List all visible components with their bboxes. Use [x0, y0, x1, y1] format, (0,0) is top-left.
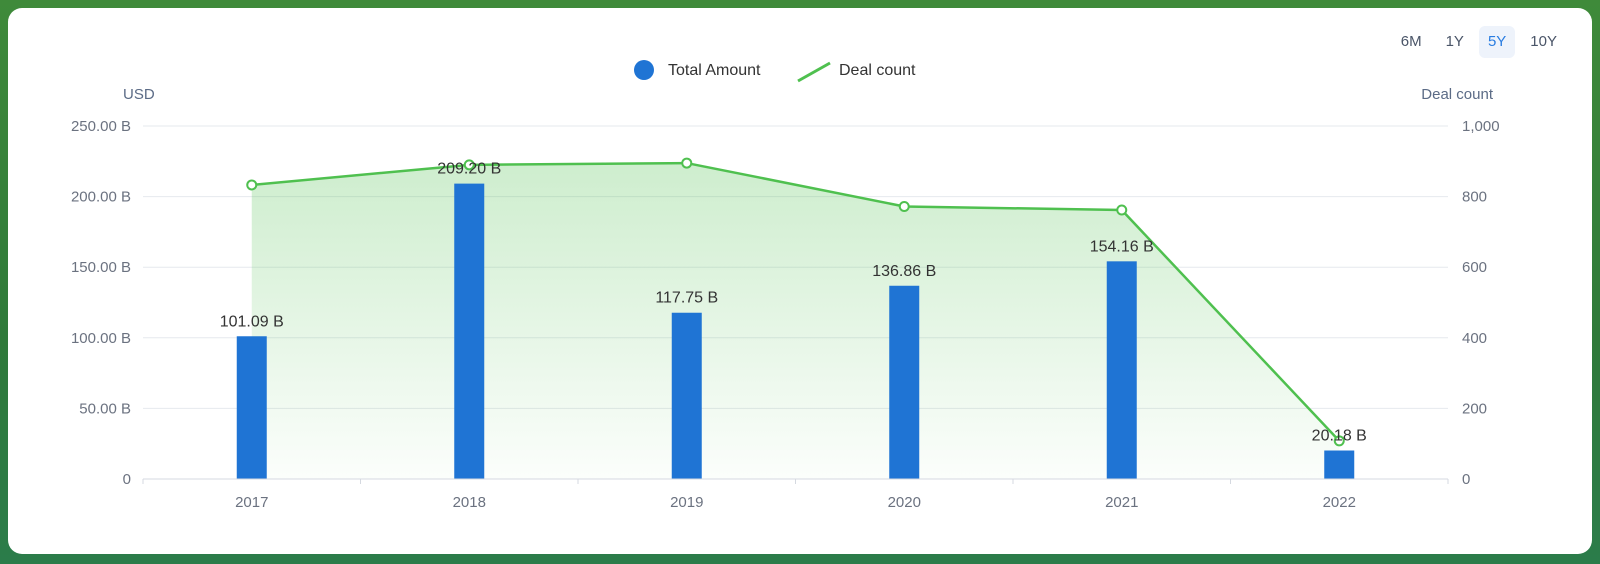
legend-item-total-amount[interactable]: Total Amount: [634, 60, 761, 80]
deal-count-area: [251, 163, 1340, 479]
x-tick-label: 2020: [888, 494, 921, 511]
x-tick-label: 2021: [1105, 494, 1138, 511]
right-tick-label: 400: [1462, 330, 1487, 347]
left-tick-label: 0: [123, 471, 131, 488]
right-tick-label: 200: [1462, 400, 1487, 417]
range-6m-button[interactable]: 6M: [1400, 33, 1422, 50]
right-tick-label: 0: [1462, 471, 1470, 488]
range-5y-button[interactable]: 5Y: [1478, 26, 1516, 58]
legend-total-amount-label: Total Amount: [668, 62, 761, 79]
deal-count-polyline: [251, 161, 1341, 442]
bar-total-amount-2020[interactable]: [889, 285, 920, 479]
deal-count-point-2020[interactable]: [898, 200, 910, 212]
right-tick-label: 600: [1462, 259, 1487, 276]
deal-count-area-fill: [251, 163, 1340, 479]
bar-total-amount-2018[interactable]: [454, 183, 485, 479]
legend-item-deal-count[interactable]: Deal count: [797, 61, 916, 83]
total-amount-bars: [236, 183, 1355, 479]
bar-total-amount-2017[interactable]: [236, 336, 267, 479]
x-tick-label: 2018: [453, 494, 486, 511]
bar-value-label: 117.75 B: [655, 290, 718, 307]
range-1y-button[interactable]: 1Y: [1445, 33, 1464, 50]
left-tick-label: 250.00 B: [71, 118, 131, 135]
x-tick-label: 2017: [235, 494, 268, 511]
left-tick-label: 200.00 B: [71, 189, 131, 206]
time-range-selector: 6M 1Y 5Y 10Y: [1392, 26, 1566, 58]
deal-count-point-2021[interactable]: [1116, 204, 1128, 216]
bar-value-label: 101.09 B: [220, 313, 284, 330]
legend: Total Amount Deal count: [634, 60, 916, 83]
bar-value-label: 209.20 B: [437, 161, 501, 178]
legend-deal-count-label: Deal count: [839, 62, 916, 79]
legend-total-amount-marker: [634, 60, 654, 80]
range-10y-button[interactable]: 10Y: [1530, 33, 1557, 50]
right-axis-unit: Deal count: [1421, 86, 1494, 103]
axes: 0 50.00 B 100.00 B 150.00 B 200.00 B 250.00 B…: [71, 118, 1500, 511]
right-tick-label: 1,000: [1462, 118, 1500, 135]
left-tick-label: 150.00 B: [71, 259, 131, 276]
combo-chart: 101.09 B 209.20 B 117.75 B 136.86 B 154.16 B…: [71, 60, 1500, 511]
left-axis-unit: USD: [123, 86, 155, 103]
left-tick-label: 100.00 B: [71, 330, 131, 347]
deal-count-point-2022[interactable]: [1333, 435, 1345, 447]
x-tick-label: 2022: [1323, 494, 1356, 511]
bar-value-label: 136.86 B: [872, 263, 936, 280]
deal-count-point-2018[interactable]: [463, 159, 475, 171]
left-tick-label: 50.00 B: [79, 400, 131, 417]
deal-count-point-2017[interactable]: [246, 179, 258, 191]
bar-total-amount-2021[interactable]: [1106, 261, 1137, 479]
bar-data-labels: 101.09 B 209.20 B 117.75 B 136.86 B 154.16 B…: [220, 161, 1367, 445]
legend-deal-count-marker: [797, 61, 831, 83]
x-tick-label: 2019: [670, 494, 703, 511]
deal-count-line: [246, 157, 1345, 447]
bar-value-label: 154.16 B: [1090, 238, 1154, 255]
bar-value-label: 20.18 B: [1312, 428, 1367, 445]
deal-count-point-2019[interactable]: [681, 157, 693, 169]
chart-card: 6M 1Y 5Y 10Y 101.09 B 209.20 B 117.75 B 136…: [8, 8, 1592, 554]
right-tick-label: 800: [1462, 189, 1487, 206]
bar-total-amount-2019[interactable]: [671, 312, 702, 479]
bar-total-amount-2022[interactable]: [1324, 450, 1355, 479]
